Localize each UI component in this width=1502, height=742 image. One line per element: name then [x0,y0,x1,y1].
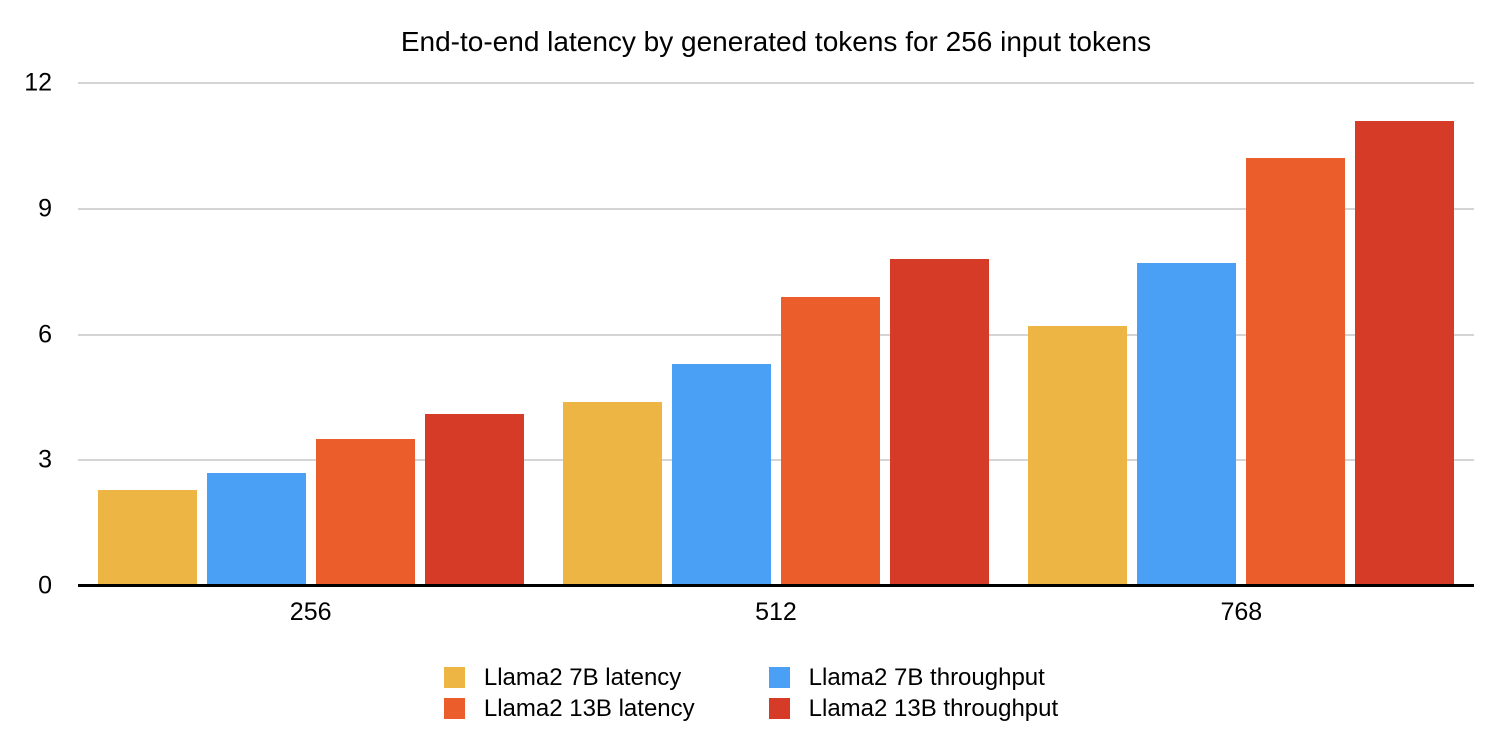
bar-group-768 [1009,83,1474,586]
gridline-y12 [78,82,1474,84]
bars-layer [78,83,1474,586]
bar-768-llama2-13b-latency [1246,158,1346,586]
x-axis-line [78,584,1474,587]
bar-group-256 [78,83,543,586]
legend-swatch-llama2-7b-throughput [768,667,790,688]
legend: Llama2 7B latency Llama2 7B throughput Lla… [0,664,1502,722]
bar-512-llama2-7b-latency [562,401,662,586]
legend-label-llama2-13b-latency: Llama2 13B latency [483,695,695,722]
legend-swatch-llama2-13b-throughput [768,698,790,719]
legend-label-llama2-7b-throughput: Llama2 7B throughput [808,664,1045,691]
bar-256-llama2-13b-latency [315,439,415,586]
bar-768-llama2-7b-throughput [1137,263,1237,586]
legend-grid: Llama2 7B latency Llama2 7B throughput Lla… [443,664,1059,722]
legend-swatch-llama2-7b-latency [443,667,465,688]
legend-label-llama2-7b-latency: Llama2 7B latency [483,664,682,691]
y-tick-label-3: 3 [38,445,52,474]
gridline-y3 [78,459,1474,462]
gridline-y6 [78,333,1474,336]
y-tick-label-0: 0 [38,571,52,600]
bar-256-llama2-7b-throughput [206,472,306,586]
legend-item-llama2-13b-throughput: Llama2 13B throughput [768,695,1059,722]
bar-256-llama2-7b-latency [97,489,197,586]
y-tick-label-12: 12 [24,68,52,97]
gridlines-layer [78,82,1474,586]
bar-512-llama2-13b-throughput [889,259,989,586]
bar-256-llama2-13b-throughput [424,414,524,586]
bar-768-llama2-7b-latency [1028,326,1128,586]
x-tick-label-512: 512 [755,598,797,626]
bar-512-llama2-7b-throughput [671,363,771,586]
x-axis-labels: 256 512 768 [78,598,1474,626]
y-tick-label-6: 6 [38,320,52,348]
legend-item-llama2-13b-latency: Llama2 13B latency [443,695,695,722]
legend-swatch-llama2-13b-latency [443,698,465,719]
legend-label-llama2-13b-throughput: Llama2 13B throughput [808,695,1059,722]
legend-item-llama2-7b-latency: Llama2 7B latency [443,664,695,691]
bar-512-llama2-13b-latency [780,296,880,586]
chart-title: End-to-end latency by generated tokens f… [400,26,1152,57]
bar-group-512 [543,83,1008,586]
x-tick-label-768: 768 [1220,598,1263,626]
legend-item-llama2-7b-throughput: Llama2 7B throughput [768,664,1059,691]
y-tick-label-9: 9 [38,194,52,223]
x-tick-label-256: 256 [289,598,332,626]
bar-768-llama2-13b-throughput [1355,120,1455,586]
plot-area [78,82,1474,587]
gridline-y9 [78,207,1474,210]
